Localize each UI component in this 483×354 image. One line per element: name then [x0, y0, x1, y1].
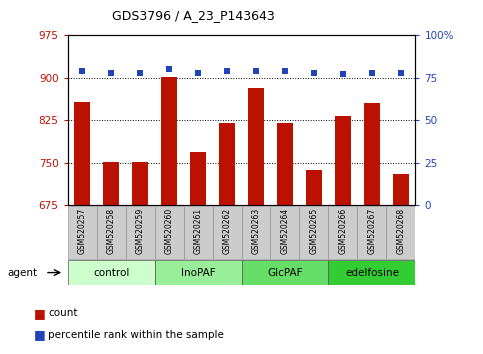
Bar	[242, 206, 270, 259]
Bar	[299, 206, 328, 259]
Bar	[328, 260, 415, 285]
Text: GSM520264: GSM520264	[281, 207, 289, 254]
Text: GSM520261: GSM520261	[194, 207, 202, 253]
Bar	[161, 77, 177, 205]
Bar	[364, 103, 380, 205]
Point	[165, 67, 173, 72]
Point	[339, 72, 347, 77]
Bar	[74, 102, 90, 205]
Point	[107, 70, 115, 76]
Point	[78, 68, 86, 74]
Bar	[357, 206, 386, 259]
Bar	[242, 260, 328, 285]
Point	[310, 70, 318, 76]
Bar	[126, 206, 155, 259]
Text: GSM520267: GSM520267	[368, 207, 376, 254]
Text: GDS3796 / A_23_P143643: GDS3796 / A_23_P143643	[112, 9, 274, 22]
Text: edelfosine: edelfosine	[345, 268, 399, 278]
Point	[368, 70, 376, 76]
Bar	[306, 170, 322, 205]
Bar	[68, 260, 155, 285]
Text: ■: ■	[34, 328, 45, 341]
Text: GSM520262: GSM520262	[223, 207, 231, 253]
Text: GlcPAF: GlcPAF	[267, 268, 303, 278]
Bar	[248, 88, 264, 205]
Text: GSM520268: GSM520268	[397, 207, 405, 253]
Bar	[270, 206, 299, 259]
Text: GSM520263: GSM520263	[252, 207, 260, 254]
Bar	[219, 123, 235, 205]
Text: GSM520266: GSM520266	[339, 207, 347, 254]
Text: ■: ■	[34, 307, 45, 320]
Point	[194, 70, 202, 76]
Text: agent: agent	[7, 268, 37, 278]
Point	[281, 68, 289, 74]
Text: GSM520257: GSM520257	[78, 207, 86, 254]
Text: GSM520258: GSM520258	[107, 207, 115, 253]
Bar	[155, 260, 242, 285]
Text: control: control	[93, 268, 129, 278]
Bar	[328, 206, 357, 259]
Bar	[68, 206, 97, 259]
Bar	[335, 116, 351, 205]
Bar	[103, 162, 119, 205]
Text: GSM520260: GSM520260	[165, 207, 173, 254]
Text: GSM520259: GSM520259	[136, 207, 144, 254]
Bar	[132, 162, 148, 205]
Bar	[155, 206, 184, 259]
Text: count: count	[48, 308, 78, 318]
Point	[252, 68, 260, 74]
Point	[223, 68, 231, 74]
Text: InoPAF: InoPAF	[181, 268, 215, 278]
Bar	[393, 174, 409, 205]
Bar	[97, 206, 126, 259]
Bar	[190, 152, 206, 205]
Bar	[213, 206, 242, 259]
Point	[397, 70, 405, 76]
Point	[136, 70, 144, 76]
Text: percentile rank within the sample: percentile rank within the sample	[48, 330, 224, 339]
Text: GSM520265: GSM520265	[310, 207, 318, 254]
Bar	[277, 123, 293, 205]
Bar	[386, 206, 415, 259]
Bar	[184, 206, 213, 259]
